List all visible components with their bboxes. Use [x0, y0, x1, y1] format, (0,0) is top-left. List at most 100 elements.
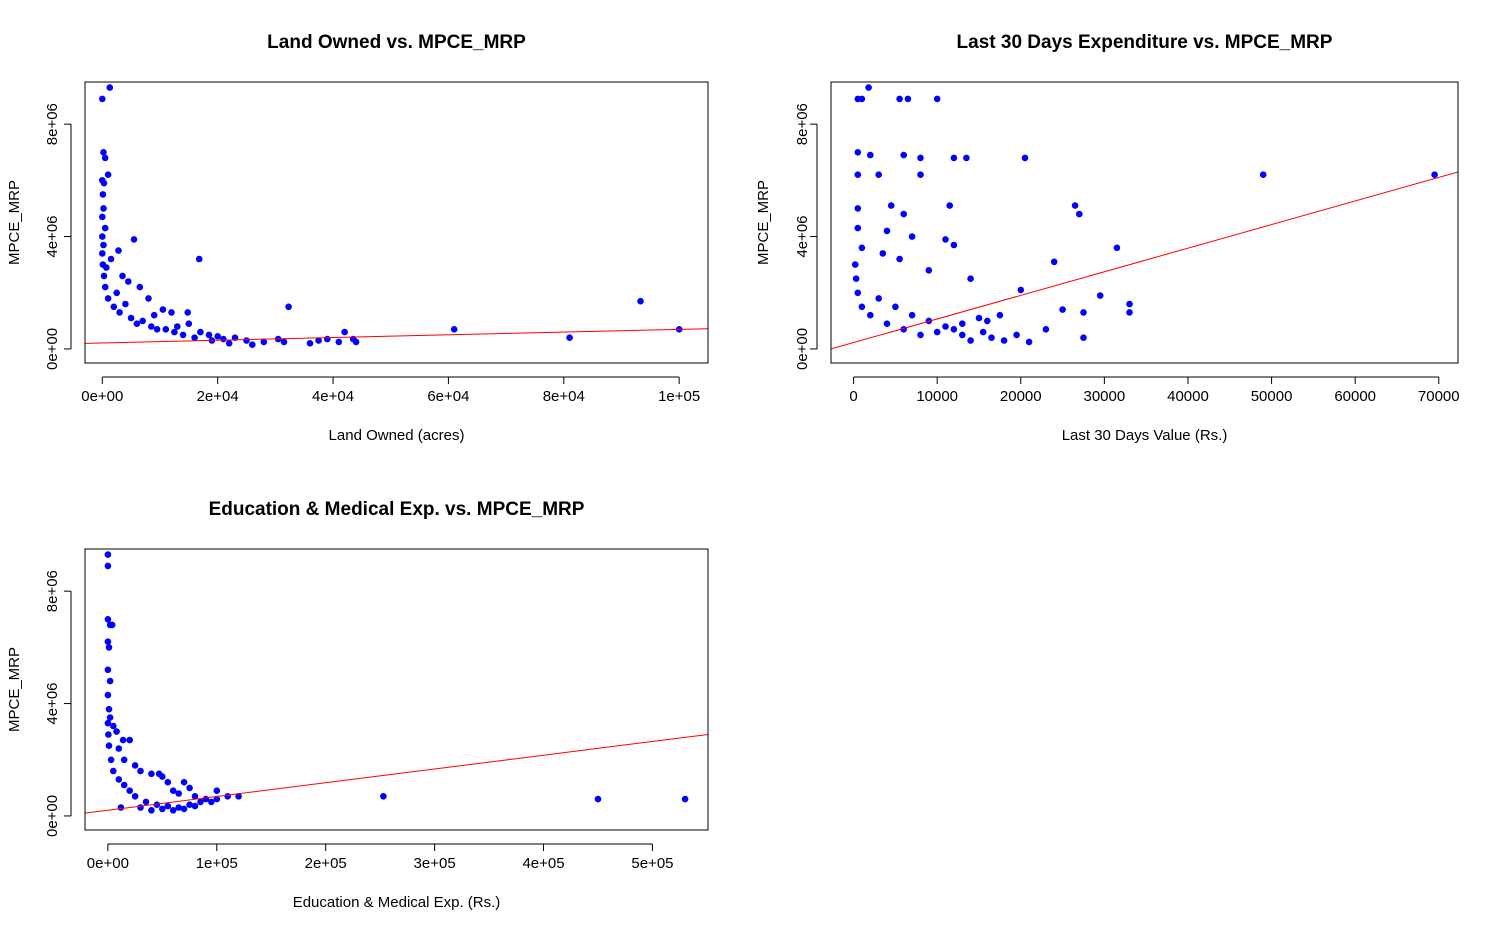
plot-area — [85, 551, 708, 814]
regression-line — [85, 733, 708, 814]
data-point — [103, 264, 110, 271]
data-point — [131, 793, 139, 800]
data-point — [280, 338, 288, 346]
data-point — [335, 338, 343, 346]
data-point — [967, 337, 974, 344]
data-point — [137, 804, 144, 811]
data-point — [858, 244, 866, 252]
y-tick-label: 4e+06 — [44, 215, 61, 257]
scatter-panel-1: Land Owned vs. MPCE_MRP 0e+00 2e+04 4e+04 6e… — [6, 32, 709, 444]
data-point — [959, 320, 966, 328]
data-point — [865, 84, 872, 91]
data-point — [142, 798, 150, 806]
data-point — [130, 236, 138, 243]
data-point — [352, 338, 360, 346]
data-point — [104, 562, 112, 570]
regression-line — [85, 328, 708, 344]
data-point — [1013, 331, 1020, 339]
plot-area — [85, 84, 708, 349]
x-tick-label: 50000 — [1251, 388, 1293, 405]
data-point — [104, 295, 112, 302]
x-tick-label: 60000 — [1334, 388, 1376, 405]
data-point — [1050, 258, 1058, 266]
data-point — [858, 95, 866, 103]
data-point — [133, 320, 141, 328]
data-point — [933, 328, 941, 336]
data-point — [159, 773, 166, 780]
data-point — [136, 283, 144, 291]
data-point — [131, 762, 139, 769]
data-point — [896, 95, 903, 103]
data-point — [950, 326, 958, 333]
data-point — [164, 802, 172, 810]
data-point — [104, 551, 112, 558]
data-point — [867, 311, 874, 319]
x-tick-label: 4e+04 — [312, 388, 354, 405]
data-point — [1017, 286, 1025, 294]
y-tick-label: 0e+00 — [794, 328, 811, 370]
y-tick-label: 8e+06 — [44, 570, 61, 612]
data-point — [100, 205, 107, 212]
data-point — [105, 705, 113, 713]
data-point — [1025, 338, 1033, 346]
data-point — [105, 731, 112, 738]
plot-frame — [84, 548, 709, 831]
data-point — [162, 326, 170, 333]
data-point — [1431, 171, 1438, 178]
data-point — [243, 337, 250, 344]
data-point — [101, 154, 109, 162]
x-tick-label: 40000 — [1167, 388, 1209, 405]
data-point — [950, 241, 958, 249]
data-point — [110, 722, 117, 730]
data-point — [168, 309, 175, 316]
data-point — [996, 311, 1004, 319]
data-point — [984, 317, 991, 325]
x-axis-label: Land Owned (acres) — [329, 427, 465, 444]
data-point — [171, 328, 178, 336]
data-point — [315, 337, 322, 344]
data-point — [197, 328, 204, 336]
data-point — [191, 334, 198, 342]
regression-line — [831, 171, 1458, 350]
data-point — [681, 795, 689, 803]
data-point — [174, 323, 181, 330]
data-point — [213, 795, 221, 803]
data-point — [306, 340, 314, 347]
data-point — [169, 787, 177, 794]
data-point — [119, 272, 126, 280]
data-point — [119, 736, 127, 744]
data-point — [117, 804, 125, 811]
data-point — [153, 326, 161, 333]
data-point — [159, 306, 167, 313]
data-point — [908, 233, 916, 240]
data-point — [967, 275, 974, 283]
data-point — [883, 320, 891, 328]
data-point — [858, 303, 866, 311]
data-point — [186, 784, 193, 792]
y-tick-label: 4e+06 — [794, 215, 811, 257]
data-point — [637, 297, 644, 305]
x-tick-label: 2e+05 — [305, 855, 347, 872]
data-point — [594, 795, 602, 803]
chart-title: Land Owned vs. MPCE_MRP — [267, 32, 526, 53]
data-point — [867, 151, 874, 159]
data-point — [145, 295, 152, 302]
x-tick-label: 6e+04 — [427, 388, 469, 405]
data-point — [100, 149, 107, 156]
y-axis-label: MPCE_MRP — [6, 180, 23, 265]
data-point — [854, 171, 862, 178]
data-point — [225, 340, 233, 347]
data-point — [854, 289, 862, 297]
data-point — [213, 787, 221, 794]
data-point — [115, 745, 123, 752]
data-point — [100, 272, 108, 280]
data-point — [854, 149, 862, 156]
data-point — [1126, 309, 1133, 316]
y-tick-label: 0e+00 — [44, 328, 61, 370]
data-point — [904, 95, 912, 103]
data-point — [892, 303, 899, 311]
plot-frame — [830, 81, 1459, 364]
data-point — [1080, 309, 1087, 316]
data-point — [191, 802, 199, 810]
data-point — [896, 255, 903, 263]
